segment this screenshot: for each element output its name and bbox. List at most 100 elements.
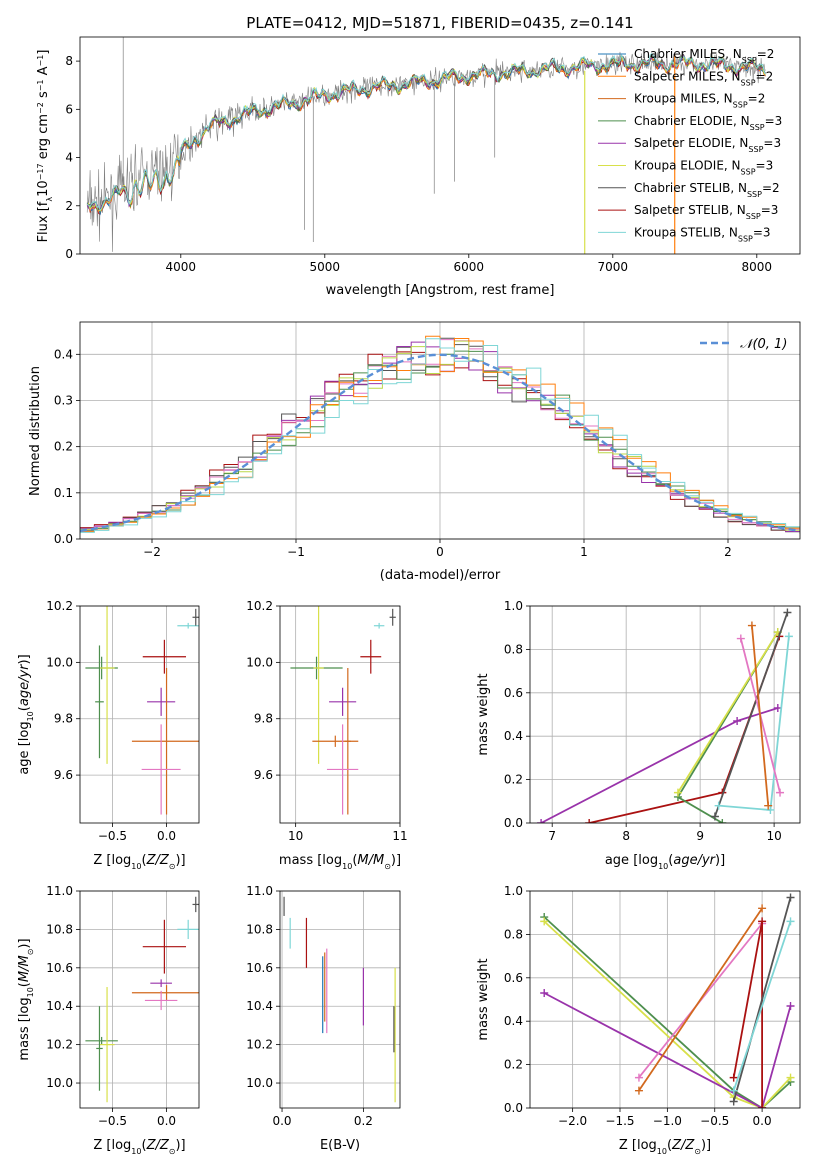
x-tick-label: 9	[696, 829, 704, 843]
histograms	[80, 335, 800, 535]
x-tick-label: −2.0	[558, 1114, 587, 1128]
y-tick-label: 0.0	[504, 1101, 523, 1115]
x-tick-label: −0.5	[98, 1114, 127, 1128]
y-tick-label: 0.2	[54, 440, 73, 454]
x-tick-label: 10	[766, 829, 781, 843]
weight-lines	[540, 893, 795, 1108]
y-tick-label: 10.6	[46, 961, 73, 975]
error-bars	[283, 896, 396, 1103]
weight-point-marker	[786, 893, 795, 902]
chart-weight_vs_Z: −2.0 −1.5 −1.0 −0.5 0.0 0.0 0.2 0.4 0.6 0.8 1.0 Z […	[476, 884, 801, 1156]
weight-series-line	[732, 897, 792, 1102]
x-tick-label: 4000	[166, 260, 197, 274]
x-axis-label: Z [log10(Z/Z⊙)]	[93, 1138, 185, 1156]
weight-point-marker	[673, 788, 682, 797]
y-tick-label: 0.2	[504, 1058, 523, 1072]
x-axis-label: (data-model)/error	[380, 568, 501, 583]
y-axis-label: age [log10(age/yr)]	[17, 654, 35, 774]
spectrum-model-line	[86, 52, 766, 211]
y-axis-label: Normed distribution	[28, 366, 43, 496]
error-bars	[85, 606, 199, 815]
weight-series-line	[543, 920, 792, 1108]
weight-point-marker	[786, 1002, 795, 1011]
legend-entry: Salpeter ELODIE, NSSP=3	[634, 136, 781, 154]
error-bars	[290, 606, 396, 815]
weight-point-marker	[729, 1086, 738, 1095]
chart-weight_vs_age: 7 8 9 10 0.0 0.2 0.4 0.6 0.8 1.0 age [log10(age/yr…	[476, 599, 801, 871]
y-tick-label: 10.0	[246, 655, 273, 669]
axes-frame	[79, 321, 801, 540]
weight-point-marker	[733, 717, 742, 726]
x-tick-label: −1.5	[605, 1114, 634, 1128]
x-tick-label: 8	[622, 829, 630, 843]
y-axis-label: mass [log10(M/M⊙)]	[17, 938, 35, 1060]
y-tick-label: 10.6	[246, 961, 273, 975]
weight-series-line	[732, 921, 792, 1091]
y-tick-label: 9.8	[254, 712, 273, 726]
weight-point-marker	[710, 812, 719, 821]
x-tick-label: −0.5	[98, 829, 127, 843]
y-tick-label: 0.1	[54, 486, 73, 500]
axes-frame	[279, 890, 401, 1109]
chart-title: PLATE=0412, MJD=51871, FIBERID=0435, z=0…	[246, 14, 633, 32]
error-bars	[85, 896, 199, 1103]
x-tick-label: −1	[287, 545, 305, 559]
axes-frame	[79, 36, 801, 255]
weight-point-marker	[540, 988, 549, 997]
x-tick-label: 0.0	[753, 1114, 772, 1128]
weight-point-marker	[537, 819, 546, 823]
weight-point-marker	[786, 917, 795, 926]
y-axis-label: mass weight	[476, 673, 491, 755]
normal-curve	[80, 353, 800, 533]
y-tick-label: 8	[65, 54, 73, 68]
weight-point-marker	[634, 1073, 643, 1082]
x-axis-label: mass [log10(M/M⊙)]	[279, 853, 401, 871]
x-tick-label: 2	[724, 545, 732, 559]
legend-entry: Chabrier MILES, NSSP=2	[634, 47, 774, 65]
weight-lines	[537, 608, 793, 823]
weight-point-marker	[758, 904, 767, 913]
y-tick-label: 0.4	[54, 347, 73, 361]
legend-entry: Chabrier STELIB, NSSP=2	[634, 181, 780, 199]
legend: Chabrier MILES, NSSP=2 Salpeter MILES, NS…	[598, 47, 782, 243]
weight-series-line	[588, 636, 781, 823]
weight-point-marker	[736, 634, 745, 643]
legend-entry: Salpeter MILES, NSSP=2	[634, 69, 773, 87]
weight-point-marker	[540, 917, 549, 926]
weight-point-marker	[634, 1086, 643, 1095]
y-tick-label: 9.6	[54, 768, 73, 782]
x-axis-label: wavelength [Angstrom, rest frame]	[326, 283, 555, 298]
y-tick-label: 10.0	[46, 655, 73, 669]
chart-age_vs_Z: −0.5 0.0 9.6 9.8 10.0 10.2 Z [log10(Z/Z⊙)] age …	[17, 599, 200, 871]
y-tick-label: 4	[65, 151, 73, 165]
y-tick-label: 0.2	[504, 773, 523, 787]
x-tick-label: 11	[392, 829, 407, 843]
weight-point-marker	[714, 801, 723, 810]
axes-frame	[529, 890, 801, 1109]
y-tick-label: 2	[65, 199, 73, 213]
weight-series-line	[543, 916, 792, 1108]
y-tick-label: 11.0	[46, 884, 73, 898]
x-tick-label: 0.0	[157, 1114, 176, 1128]
chart-spectrum: 4000 5000 6000 7000 8000 0 2 4 6 8 PLATE=0412, MJD…	[36, 14, 801, 298]
y-tick-label: 9.8	[54, 712, 73, 726]
x-tick-label: 0.0	[157, 829, 176, 843]
weight-point-marker	[718, 819, 727, 823]
weight-point-marker	[729, 1097, 738, 1106]
y-tick-label: 0.6	[504, 686, 523, 700]
x-tick-label: 1	[580, 545, 588, 559]
y-tick-label: 10.2	[46, 599, 73, 613]
weight-series-line	[540, 707, 779, 823]
x-tick-label: 7	[548, 829, 556, 843]
y-tick-label: 10.4	[246, 999, 273, 1013]
y-tick-label: 0.8	[504, 642, 523, 656]
y-tick-label: 0.8	[504, 927, 523, 941]
x-axis-label: Z [log10(Z/Z⊙)]	[619, 1138, 711, 1156]
weight-point-marker	[766, 805, 775, 814]
y-tick-label: 10.2	[46, 1038, 73, 1052]
y-tick-label: 0.0	[54, 532, 73, 546]
x-axis-label: age [log10(age/yr)]	[605, 853, 725, 871]
y-tick-label: 9.6	[254, 768, 273, 782]
legend-entry: Kroupa MILES, NSSP=2	[634, 92, 765, 110]
